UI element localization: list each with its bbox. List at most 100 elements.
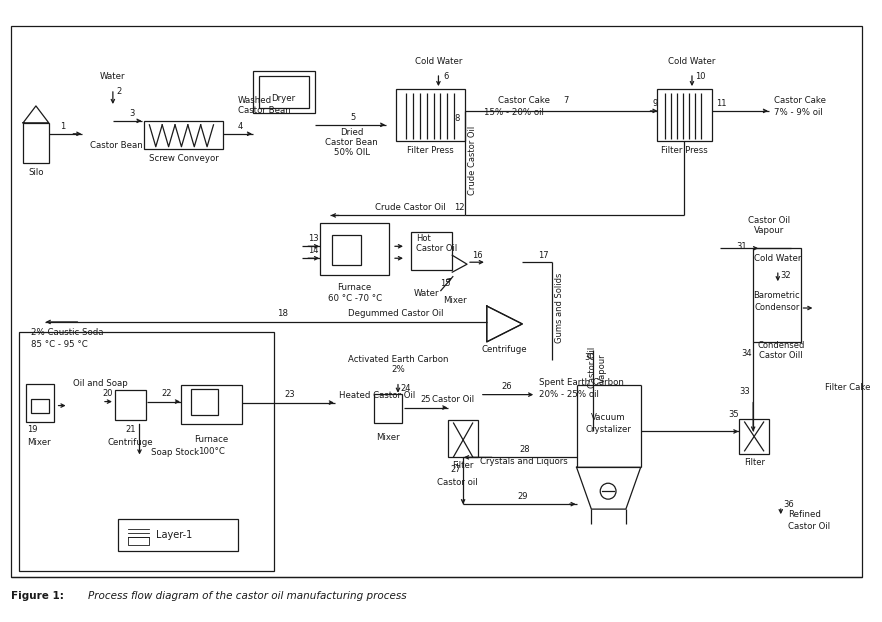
- Text: 28: 28: [519, 445, 529, 454]
- Text: Figure 1:: Figure 1:: [11, 591, 64, 601]
- Text: 60 °C -70 °C: 60 °C -70 °C: [327, 294, 382, 302]
- Text: 9: 9: [653, 100, 658, 108]
- Text: Castor oil: Castor oil: [437, 478, 477, 487]
- Text: 31: 31: [736, 242, 747, 251]
- Text: Crystals and Liquors: Crystals and Liquors: [481, 457, 568, 466]
- Bar: [739, 419, 769, 454]
- Text: Castor Bean: Castor Bean: [90, 141, 143, 151]
- Text: 7% - 9% oil: 7% - 9% oil: [774, 108, 823, 118]
- Text: Barometric: Barometric: [753, 290, 800, 300]
- Text: Castor Cake: Castor Cake: [498, 96, 550, 106]
- Text: 20: 20: [102, 389, 113, 398]
- Bar: [448, 419, 478, 457]
- Text: 21: 21: [125, 425, 136, 434]
- Text: 33: 33: [739, 387, 750, 396]
- Text: Filter Press: Filter Press: [407, 146, 454, 156]
- Text: 15: 15: [440, 279, 451, 287]
- Bar: [19, 332, 273, 571]
- Text: Furnace: Furnace: [338, 282, 371, 292]
- Text: 2: 2: [116, 88, 122, 96]
- Text: 11: 11: [716, 100, 727, 108]
- Bar: [657, 89, 712, 141]
- Bar: [259, 76, 310, 108]
- Text: 16: 16: [473, 251, 483, 260]
- Text: Castor Oill: Castor Oill: [759, 351, 803, 360]
- Text: Degummed Castor Oil: Degummed Castor Oil: [348, 310, 444, 318]
- Bar: [31, 399, 49, 412]
- Text: Furnace: Furnace: [194, 435, 228, 444]
- Text: Water: Water: [414, 289, 439, 297]
- Text: 29: 29: [517, 491, 527, 501]
- Text: 36: 36: [783, 499, 794, 509]
- Text: 15% - 20% oil: 15% - 20% oil: [484, 108, 544, 118]
- Text: Castor Oil: Castor Oil: [415, 244, 457, 253]
- Bar: [253, 71, 315, 113]
- Text: 4: 4: [237, 123, 243, 131]
- Text: 20% - 25% oil: 20% - 25% oil: [539, 390, 599, 399]
- Text: Castor Oil: Castor Oil: [432, 395, 475, 404]
- Text: Spent Earth Carbon: Spent Earth Carbon: [539, 378, 624, 387]
- Text: Dryer: Dryer: [272, 95, 295, 103]
- Text: 2%: 2%: [391, 365, 405, 374]
- Text: 30: 30: [584, 353, 594, 362]
- Bar: [26, 384, 54, 422]
- Text: Castor Oil: Castor Oil: [748, 216, 790, 225]
- Text: 35: 35: [729, 410, 739, 419]
- Text: 32: 32: [781, 271, 791, 280]
- Text: Crude Castor Oil: Crude Castor Oil: [376, 203, 446, 212]
- Text: 23: 23: [284, 390, 295, 399]
- Text: Castor Oil: Castor Oil: [788, 521, 830, 531]
- Text: Layer-1: Layer-1: [156, 530, 192, 540]
- Text: Crystalizer: Crystalizer: [585, 425, 631, 434]
- Text: Castor Oil
Vapour: Castor Oil Vapour: [587, 347, 607, 388]
- Text: Castor Cake: Castor Cake: [774, 96, 826, 106]
- Text: 34: 34: [741, 350, 751, 358]
- Text: Vapour: Vapour: [754, 226, 784, 235]
- Text: 19: 19: [26, 425, 37, 434]
- Bar: [396, 89, 465, 141]
- Text: 6: 6: [444, 72, 449, 81]
- Text: Mixer: Mixer: [444, 295, 467, 305]
- Bar: [118, 519, 238, 551]
- Text: Activated Earth Carbon: Activated Earth Carbon: [348, 355, 448, 364]
- Text: 3: 3: [129, 109, 134, 118]
- Text: Filter Press: Filter Press: [661, 146, 707, 156]
- Bar: [23, 123, 49, 163]
- Text: Filter: Filter: [744, 458, 765, 467]
- Text: Centrifuge: Centrifuge: [108, 438, 153, 447]
- Text: 5: 5: [350, 113, 355, 123]
- Text: 27: 27: [450, 465, 460, 474]
- Text: 17: 17: [538, 251, 549, 260]
- Text: Soap Stock: Soap Stock: [152, 448, 199, 457]
- Text: Mixer: Mixer: [377, 433, 400, 442]
- Bar: [332, 235, 362, 265]
- Text: 25: 25: [421, 395, 431, 404]
- Text: Water: Water: [101, 72, 125, 81]
- Text: 24: 24: [400, 384, 411, 393]
- Bar: [145, 121, 223, 149]
- Bar: [411, 233, 452, 270]
- Polygon shape: [487, 306, 522, 342]
- Text: 50% OIL: 50% OIL: [333, 148, 370, 157]
- Text: 13: 13: [308, 234, 318, 243]
- Text: 100°C: 100°C: [198, 447, 225, 456]
- Bar: [11, 26, 862, 577]
- Bar: [320, 223, 389, 275]
- Text: Dried: Dried: [340, 128, 363, 137]
- Text: Filter: Filter: [452, 461, 474, 470]
- Text: Castor Bean: Castor Bean: [238, 106, 291, 116]
- Text: Hot: Hot: [415, 234, 430, 243]
- Text: 7: 7: [563, 96, 568, 106]
- Text: Centrifuge: Centrifuge: [482, 345, 527, 355]
- Bar: [191, 389, 219, 414]
- Text: 8: 8: [454, 114, 460, 123]
- Text: Refined: Refined: [788, 509, 820, 519]
- Text: Gums and Solids: Gums and Solids: [556, 273, 564, 343]
- Text: Washed: Washed: [238, 96, 273, 106]
- Text: 10: 10: [695, 72, 705, 81]
- Text: Condensed: Condensed: [757, 341, 804, 350]
- Text: Cold Water: Cold Water: [754, 254, 802, 262]
- Text: Process flow diagram of the castor oil manufacturing process: Process flow diagram of the castor oil m…: [88, 591, 407, 601]
- Bar: [115, 389, 146, 419]
- Text: Condensor: Condensor: [754, 302, 799, 312]
